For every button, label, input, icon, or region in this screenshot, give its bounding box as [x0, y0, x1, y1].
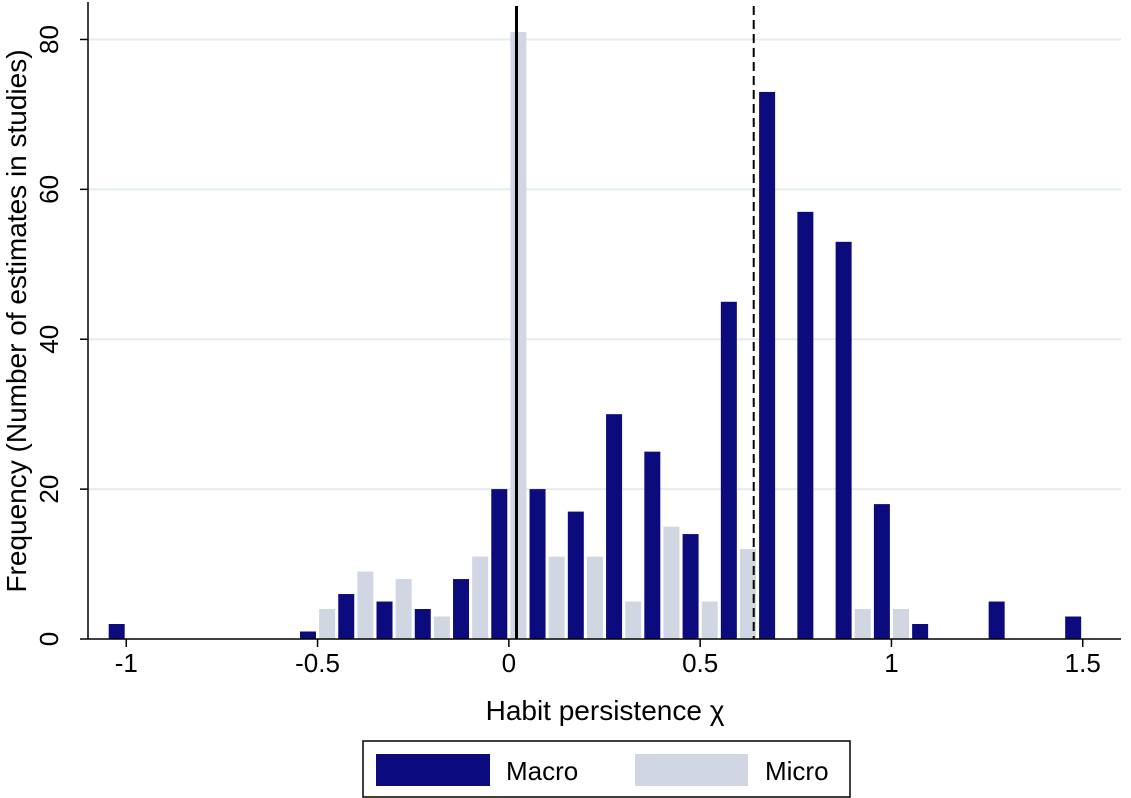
y-axis-title: Frequency (Number of estimates in studie…: [1, 49, 32, 592]
bar-macro: [376, 601, 393, 639]
bar-micro: [893, 609, 910, 639]
y-tick-label: 60: [34, 175, 64, 204]
bar-micro: [433, 616, 450, 639]
bar-macro: [912, 624, 929, 639]
bar-macro: [720, 301, 737, 639]
y-tick-label: 80: [34, 25, 64, 54]
bar-micro: [701, 601, 718, 639]
bar-macro: [873, 504, 890, 639]
bar-macro: [835, 241, 852, 639]
y-tick-label: 20: [34, 475, 64, 504]
bar-macro: [338, 594, 355, 639]
gridlines: [88, 38, 1121, 491]
bar-macro: [988, 601, 1005, 639]
legend: Macro Micro: [362, 740, 851, 798]
bar-micro: [472, 556, 489, 639]
bar-micro: [739, 549, 756, 639]
x-tick-label: -0.5: [295, 648, 340, 678]
legend-label-micro: Micro: [765, 756, 829, 786]
y-tick-label: 0: [34, 632, 64, 646]
reference-lines: [515, 6, 755, 639]
bar-macro: [759, 91, 776, 639]
x-axis-title: Habit persistence χ: [486, 695, 725, 726]
axes: [80, 2, 1121, 647]
bar-micro: [510, 31, 527, 640]
bar-macro: [491, 489, 508, 639]
bar-micro: [663, 526, 680, 639]
bar-micro: [548, 556, 565, 639]
bar-micro: [586, 556, 603, 639]
bar-macro: [1065, 616, 1082, 639]
bar-macro: [606, 414, 623, 639]
bars: [108, 31, 1082, 640]
bar-micro: [357, 571, 374, 639]
bar-macro: [797, 211, 814, 639]
bar-macro: [567, 511, 584, 639]
bar-macro: [529, 489, 546, 639]
bar-macro: [414, 609, 431, 639]
bar-micro: [319, 609, 336, 639]
legend-swatch-micro: [635, 754, 748, 786]
x-tick-label: 1.5: [1065, 648, 1101, 678]
tick-labels: 0 20 40 60 80 -1 -0.5 0 0.5 1 1.5: [34, 25, 1101, 678]
bar-macro: [453, 579, 470, 639]
x-tick-label: -1: [115, 648, 138, 678]
bar-macro: [108, 624, 125, 639]
y-tick-label: 40: [34, 325, 64, 354]
x-tick-label: 0.5: [682, 648, 718, 678]
legend-swatch-macro: [376, 754, 490, 786]
bar-macro: [644, 451, 661, 639]
bar-micro: [395, 579, 412, 639]
x-tick-label: 0: [502, 648, 516, 678]
bar-macro: [299, 631, 316, 639]
legend-label-macro: Macro: [506, 756, 578, 786]
bar-micro: [625, 601, 642, 639]
bar-macro: [682, 534, 699, 639]
bar-micro: [854, 609, 871, 639]
x-tick-label: 1: [884, 648, 898, 678]
